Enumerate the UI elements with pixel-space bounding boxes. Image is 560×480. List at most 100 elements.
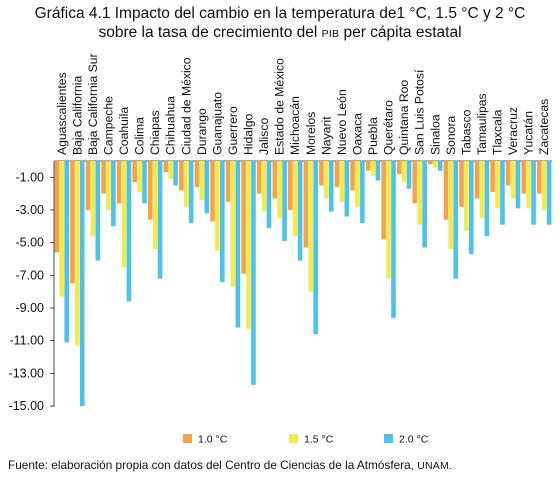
bar (355, 161, 360, 207)
bar (350, 161, 355, 191)
bar (173, 161, 178, 186)
bar (500, 161, 505, 225)
source-text: Fuente: elaboración propia con datos del… (8, 458, 414, 472)
bar (266, 161, 272, 228)
bar (121, 161, 127, 268)
y-tick-label: -15.00 (9, 399, 44, 413)
title-line-2: sobre la tasa de crecimiento del PIB per… (0, 23, 560, 44)
y-tick-label: -7.00 (16, 268, 45, 282)
bar (95, 161, 101, 261)
bar (272, 161, 278, 199)
category-label: Sinaloa (428, 114, 442, 155)
category-label: Colima (133, 117, 147, 155)
bar (515, 161, 521, 209)
category-label: Sonora (444, 115, 458, 155)
bar (319, 161, 324, 186)
y-tick-label: -3.00 (16, 203, 45, 217)
bar (328, 161, 334, 212)
bar (334, 161, 340, 188)
bar (163, 161, 169, 173)
bar (126, 161, 132, 302)
category-label: Baja California Sur (86, 53, 100, 155)
bar (225, 161, 231, 202)
bar (469, 161, 474, 255)
bar (157, 161, 163, 279)
bar (484, 161, 490, 237)
bar (308, 161, 314, 292)
category-label: Tlaxcala (491, 109, 505, 155)
bar (106, 161, 111, 210)
bar (277, 161, 282, 219)
bar (396, 161, 402, 175)
bar (90, 161, 96, 237)
bar (215, 161, 220, 251)
category-label: Chiapas (148, 110, 162, 155)
bar (459, 161, 464, 207)
bar (474, 161, 480, 199)
bar (168, 161, 174, 179)
bar (137, 161, 142, 193)
title-pib-abbr: PIB (321, 28, 340, 40)
bar (495, 161, 500, 209)
bar (303, 161, 309, 248)
bar (521, 161, 527, 194)
bar (256, 161, 262, 194)
bar (85, 161, 91, 210)
source-note: Fuente: elaboración propia con datos del… (8, 458, 452, 472)
category-label: San Luis Potosí (413, 69, 427, 155)
legend-swatch (289, 434, 298, 443)
category-label: Yucatán (522, 111, 536, 155)
bar (490, 161, 495, 193)
y-tick-label: -1.00 (16, 170, 45, 184)
bar (541, 161, 547, 210)
bar (292, 161, 298, 237)
category-label: Nayarit (319, 116, 333, 155)
bar (79, 161, 85, 406)
bar (179, 161, 184, 191)
bar (479, 161, 485, 219)
bar (70, 161, 75, 284)
category-label: Chihuahua (164, 96, 178, 155)
y-tick-label: -5.00 (16, 236, 45, 250)
source-org: UNAM. (417, 460, 453, 472)
bar (339, 161, 345, 202)
category-label: Hidalgo (242, 113, 256, 155)
category-label: Durango (195, 108, 209, 155)
bar (251, 161, 256, 385)
category-label: Zacatecas (537, 99, 551, 155)
category-label: Campeche (101, 96, 115, 155)
bar (370, 161, 376, 176)
bar (546, 161, 552, 225)
bar (241, 161, 246, 274)
bar (464, 161, 469, 232)
legend-label: 2.0 °C (399, 434, 429, 446)
title-prefix: Gráfica 4.1 (34, 5, 111, 22)
bar (235, 161, 241, 328)
bar (531, 161, 536, 225)
bar (381, 161, 386, 240)
bar (194, 161, 200, 188)
category-label: Michoacán (288, 96, 302, 155)
chart-title: Gráfica 4.1 Impacto del cambio en la tem… (0, 4, 560, 44)
bar (401, 161, 407, 183)
bar (230, 161, 236, 287)
bar (204, 161, 210, 214)
title-line-2-b: per cápita estatal (343, 24, 462, 41)
bar (510, 161, 516, 199)
bar (537, 161, 542, 194)
bar (313, 161, 318, 335)
bar (199, 161, 205, 201)
bar (365, 161, 371, 171)
bar (437, 161, 443, 171)
bar (297, 161, 303, 261)
bar (75, 161, 80, 346)
category-label: Guerrero (226, 106, 240, 155)
bar (132, 161, 137, 183)
bar (505, 161, 511, 186)
legend-label: 1.0 °C (198, 434, 228, 446)
bar (59, 161, 65, 297)
bar (220, 161, 225, 282)
bar (386, 161, 391, 279)
